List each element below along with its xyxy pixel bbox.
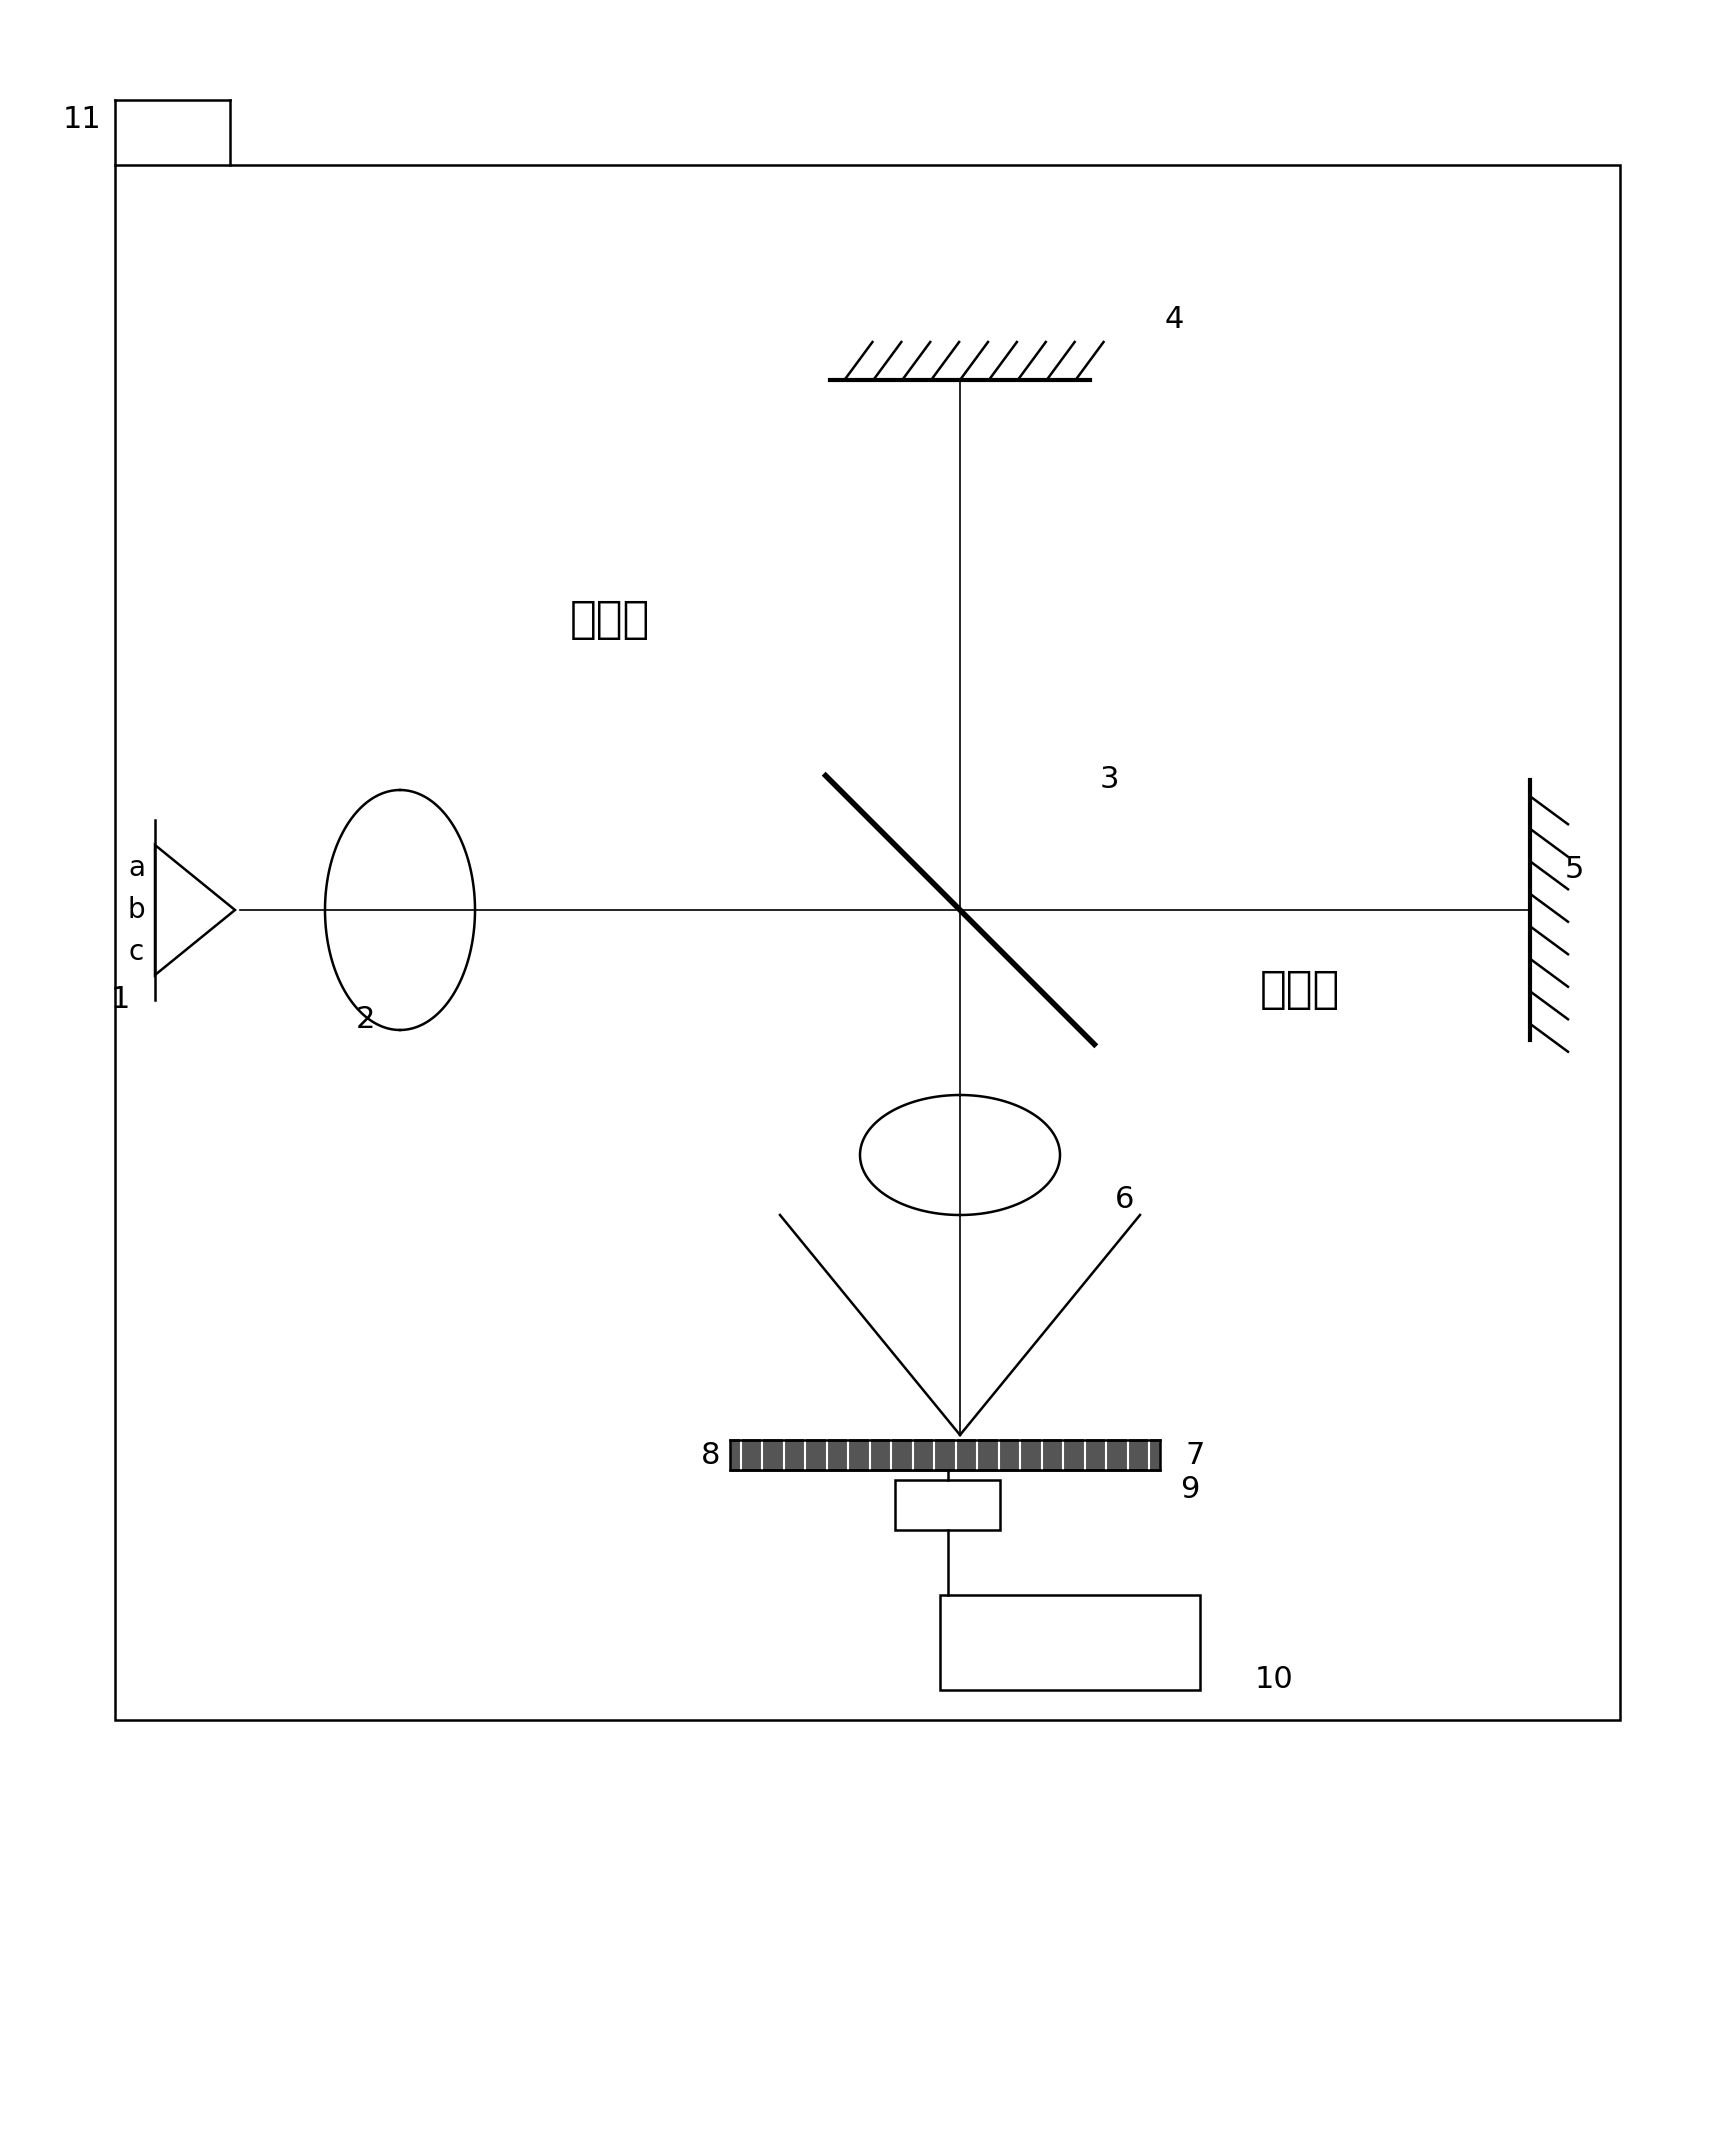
Text: 11: 11 (64, 106, 102, 134)
Text: 1: 1 (110, 986, 129, 1016)
Text: c: c (128, 939, 143, 967)
Text: 5: 5 (1565, 856, 1584, 884)
Text: 10: 10 (1256, 1665, 1294, 1695)
Text: 测试臂: 测试臂 (1259, 969, 1340, 1011)
Bar (940, 1595, 1201, 1690)
Text: 4: 4 (1164, 304, 1185, 334)
Text: 2: 2 (355, 1005, 374, 1035)
Text: 7: 7 (1185, 1441, 1204, 1469)
Text: 6: 6 (1114, 1186, 1135, 1214)
Bar (895, 1480, 1000, 1531)
Text: 8: 8 (700, 1441, 719, 1469)
Text: 参考臂: 参考臂 (569, 598, 650, 641)
Bar (116, 166, 1620, 1720)
Bar (730, 1439, 1159, 1469)
Text: 3: 3 (1101, 766, 1120, 794)
Text: b: b (128, 896, 145, 924)
Text: a: a (128, 854, 145, 881)
Text: 9: 9 (1180, 1475, 1199, 1505)
